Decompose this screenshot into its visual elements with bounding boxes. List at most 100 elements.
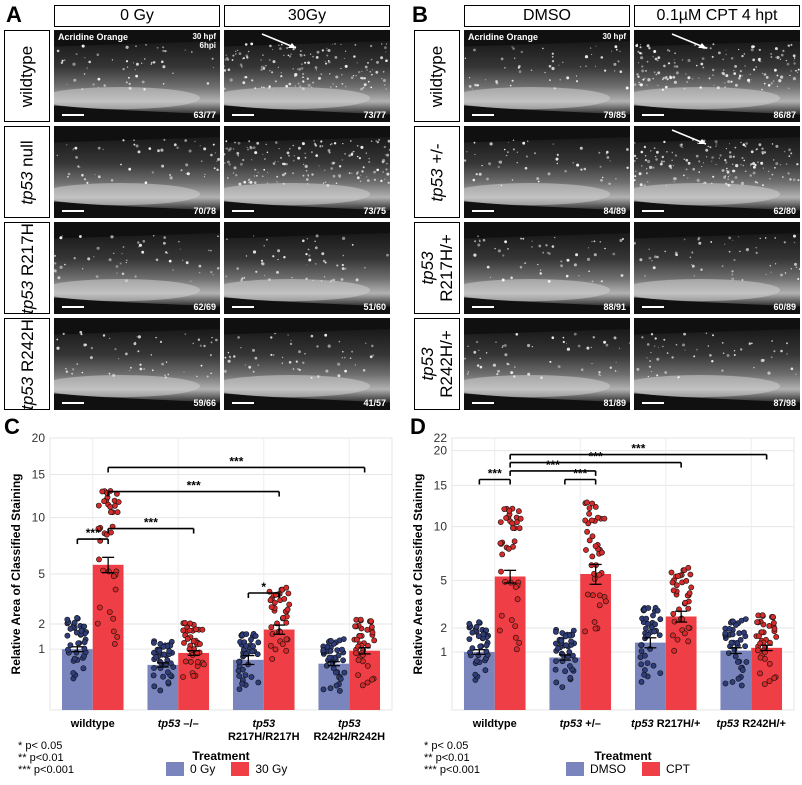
data-point [200,661,207,668]
data-point [236,686,243,692]
data-point [512,623,519,629]
data-point [638,648,645,655]
data-point [164,669,171,676]
data-point [641,652,648,659]
significance-label: *** [144,516,158,530]
data-point [645,632,652,638]
data-point [505,545,512,552]
data-point [582,628,588,635]
stain-label: Acridine Orange [58,32,129,42]
data-point [650,662,657,669]
significance-label: *** [229,454,243,468]
data-point [115,499,122,505]
embryo-count: 79/85 [603,110,626,120]
data-point [773,633,780,640]
data-point [187,620,194,627]
data-point [339,646,345,653]
data-point [688,584,695,591]
data-point [108,509,114,515]
significance-label: *** [573,466,587,480]
data-point [483,642,490,649]
embryo-count: 41/57 [363,398,386,408]
legend-swatch-0gy [166,762,184,776]
data-point [112,586,119,593]
data-point [160,643,167,650]
y-axis-title: Relative Area of Classified Staining [9,474,23,675]
data-point [281,595,288,602]
data-point [368,618,374,625]
panel-a-column-header: 0 Gy [54,5,220,27]
data-point [596,571,603,578]
data-point [110,628,117,635]
microscopy-image: 73/75 [224,126,390,218]
data-point [192,626,199,633]
y-tick-label: 22 [434,431,448,445]
embryo-count: 81/89 [603,398,626,408]
x-axis-title: Treatment [192,749,249,763]
data-point [167,660,174,667]
data-point [95,502,102,509]
data-point [249,648,256,655]
data-point [674,636,681,643]
data-point [96,604,103,611]
data-point [64,632,71,639]
data-point [186,627,193,634]
embryo-count: 63/77 [193,110,216,120]
data-point [643,615,650,622]
microscopy-image: Acridine Orange 30 hpf 79/85 [464,30,630,122]
data-point [682,599,688,606]
microscopy-image: 59/66 [54,318,220,410]
data-point [280,614,286,621]
data-point [685,638,692,645]
scale-bar [62,306,84,308]
data-point [686,590,693,597]
data-point [355,657,362,663]
data-point [153,654,159,660]
data-point [267,642,274,649]
embryo-image [54,126,220,218]
data-point [685,624,692,631]
data-point [163,661,169,667]
data-point [656,632,663,638]
data-point [683,577,690,584]
y-tick-label: 10 [434,520,448,534]
data-point [271,599,278,606]
data-point [268,604,275,610]
legend-label: 30 Gy [255,762,288,776]
panel-letter-a: A [6,2,22,27]
data-point [592,625,599,632]
scale-bar [62,402,84,404]
gene-name: tp53 [418,251,438,285]
pvalue-line: ** p<0.01 [424,752,470,764]
embryo-image [634,126,800,218]
arrow-icon [261,33,297,49]
data-point [182,658,189,665]
data-point [512,634,519,641]
data-point [729,679,736,685]
data-point [496,627,503,634]
data-point [330,665,337,672]
x-tick-label: R217H/R217H [228,731,300,743]
data-point [641,667,648,673]
pvalue-line: *** p<0.001 [424,764,480,776]
data-point [572,657,579,663]
data-point [584,499,590,506]
data-point [766,678,773,684]
data-point [73,649,80,656]
data-point [517,515,524,522]
bar-chart-d: 1 2 5 10 15 20 22 *** *** *** *** *** wildtype tp53 +… [402,410,802,780]
data-point [742,616,749,622]
data-point [679,616,686,623]
data-point [286,601,293,608]
data-point [584,591,591,598]
data-point [566,663,573,669]
data-point [357,616,364,623]
scale-bar [472,114,494,116]
data-point [194,658,201,665]
x-tick-label: wildtype [70,718,115,730]
time-label: 30 hpf [602,32,626,41]
embryo-image [634,318,800,410]
scale-bar [232,114,254,116]
microscopy-image: 51/60 [224,222,390,314]
